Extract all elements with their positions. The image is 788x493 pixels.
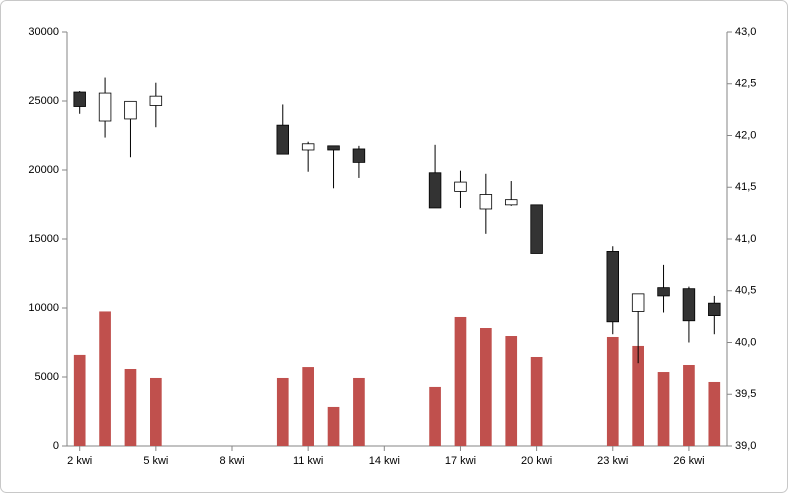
candle-body xyxy=(327,145,340,151)
x-tick-label: 5 kwi xyxy=(143,455,168,467)
x-tick-label: 14 kwi xyxy=(369,455,400,467)
candle-body xyxy=(657,287,670,297)
volume-bar xyxy=(632,345,644,446)
y-tick-label: 10000 xyxy=(28,302,59,314)
candle-body xyxy=(428,172,442,209)
volume-bar xyxy=(353,377,365,446)
volume-bar xyxy=(327,406,340,446)
candle-body xyxy=(124,100,137,120)
y2-tick-label: 41,5 xyxy=(735,181,756,193)
y2-tick-label: 40,5 xyxy=(735,285,756,297)
y2-tick-label: 40,0 xyxy=(735,336,756,348)
volume-bar xyxy=(124,368,137,446)
y-tick-label: 25000 xyxy=(28,95,59,107)
candle-body xyxy=(352,148,366,163)
candle-body xyxy=(276,124,290,155)
y2-tick-label: 39,0 xyxy=(735,440,756,452)
volume-bar xyxy=(683,364,695,446)
candle-body xyxy=(530,204,543,254)
volume-bar xyxy=(454,316,467,446)
candle-body xyxy=(479,194,493,210)
volume-bar xyxy=(150,377,162,446)
volume-bar xyxy=(606,336,619,446)
candle-body xyxy=(98,92,112,122)
y-tick-label: 30000 xyxy=(28,26,59,38)
y-tick-label: 15000 xyxy=(28,233,59,245)
volume-bar xyxy=(302,367,314,446)
candle-body xyxy=(682,288,696,322)
volume-bar xyxy=(73,354,86,446)
x-tick-label: 23 kwi xyxy=(597,455,628,467)
x-tick-label: 11 kwi xyxy=(293,455,323,467)
y2-tick-label: 39,5 xyxy=(735,388,756,400)
y-tick-label: 0 xyxy=(53,440,59,452)
volume-bar xyxy=(708,381,721,446)
y2-tick-label: 42,0 xyxy=(735,129,756,141)
candle-body xyxy=(149,95,163,106)
candle-body xyxy=(301,143,315,151)
volume-bar xyxy=(657,372,670,446)
y2-tick-label: 43,0 xyxy=(735,26,756,38)
candle-body xyxy=(454,181,467,192)
x-tick-label: 2 kwi xyxy=(67,455,92,467)
candle-body xyxy=(504,199,518,206)
y2-tick-label: 41,0 xyxy=(735,233,756,245)
volume-bar xyxy=(99,311,111,446)
y-tick-label: 20000 xyxy=(28,164,59,176)
y-tick-label: 5000 xyxy=(35,371,59,383)
y2-tick-label: 42,5 xyxy=(735,78,756,90)
x-tick-label: 26 kwi xyxy=(673,455,704,467)
volume-bar xyxy=(530,356,543,446)
volume-bar xyxy=(276,377,289,446)
candle-body xyxy=(73,91,86,107)
x-tick-label: 20 kwi xyxy=(521,455,552,467)
volume-bar xyxy=(505,336,518,446)
candle-body xyxy=(606,251,620,323)
x-tick-label: 17 kwi xyxy=(445,455,476,467)
candle-body xyxy=(631,293,645,312)
volume-bar xyxy=(480,328,492,446)
candle-body xyxy=(708,302,721,316)
x-tick-label: 8 kwi xyxy=(219,455,244,467)
volume-bar xyxy=(429,386,441,446)
